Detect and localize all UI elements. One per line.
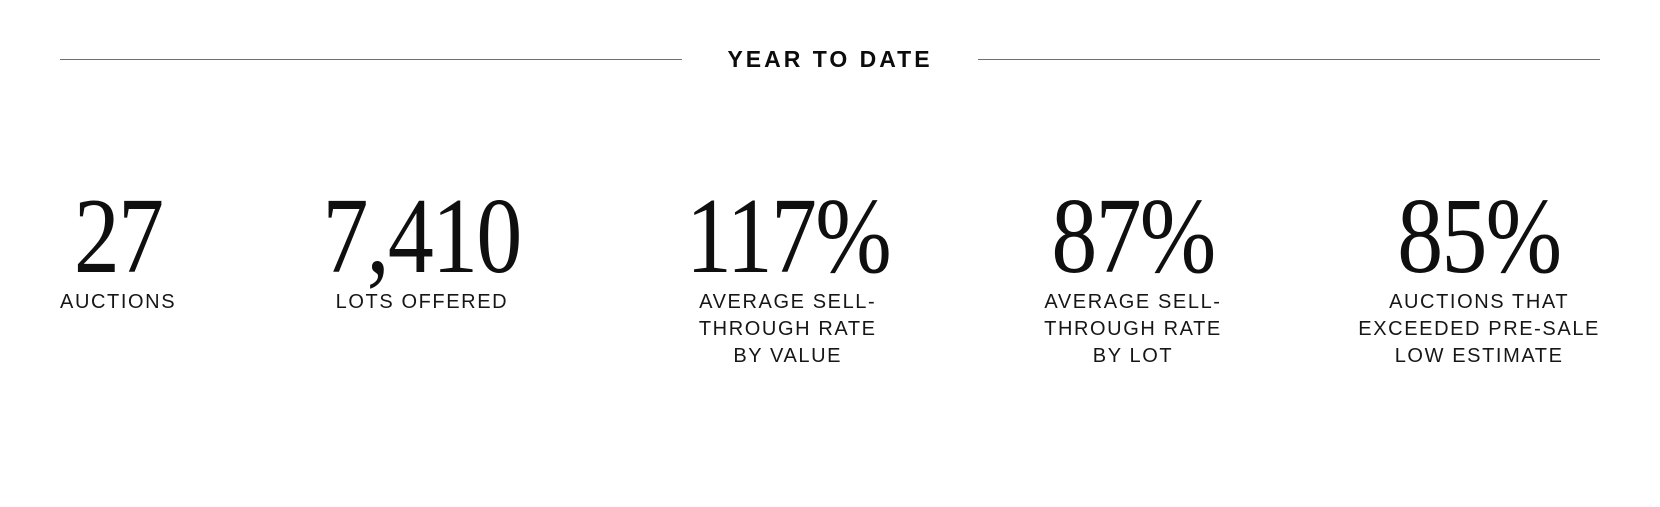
- stat-label-auctions-exceeded-low-estimate: AUCTIONS THAT EXCEEDED PRE-SALE LOW ESTI…: [1358, 291, 1600, 367]
- stat-label-avg-sell-through-by-lot: AVERAGE SELL- THROUGH RATE BY LOT: [1044, 291, 1222, 367]
- stat-label-auctions: AUCTIONS: [60, 291, 177, 313]
- stat-value-auctions-exceeded-low-estimate: 85%: [1397, 177, 1563, 296]
- section-title: YEAR TO DATE: [727, 46, 933, 72]
- stat-value-lots-offered: 7,410: [322, 177, 523, 296]
- stat-avg-sell-through-by-value: 117% AVERAGE SELL- THROUGH RATE BY VALUE: [668, 177, 908, 370]
- stat-label-avg-sell-through-by-value: AVERAGE SELL- THROUGH RATE BY VALUE: [698, 291, 877, 367]
- stat-lots-offered: 7,410 LOTS OFFERED: [305, 177, 538, 316]
- stat-auctions: 27 AUCTIONS: [60, 177, 177, 316]
- stat-auctions-exceeded-low-estimate: 85% AUCTIONS THAT EXCEEDED PRE-SALE LOW …: [1358, 177, 1600, 370]
- stat-value-avg-sell-through-by-value: 117%: [685, 177, 892, 296]
- stat-avg-sell-through-by-lot: 87% AVERAGE SELL- THROUGH RATE BY LOT: [1037, 177, 1229, 370]
- stat-label-lots-offered: LOTS OFFERED: [335, 291, 509, 313]
- stat-value-auctions: 27: [73, 177, 164, 296]
- section-header: YEAR TO DATE: [60, 46, 1601, 73]
- stat-value-avg-sell-through-by-lot: 87%: [1051, 177, 1216, 296]
- header-rule-left: [60, 58, 683, 61]
- header-rule-right: [977, 58, 1601, 61]
- stats-row: 27 AUCTIONS 7,410 LOTS OFFERED 117% AVER…: [60, 177, 1600, 370]
